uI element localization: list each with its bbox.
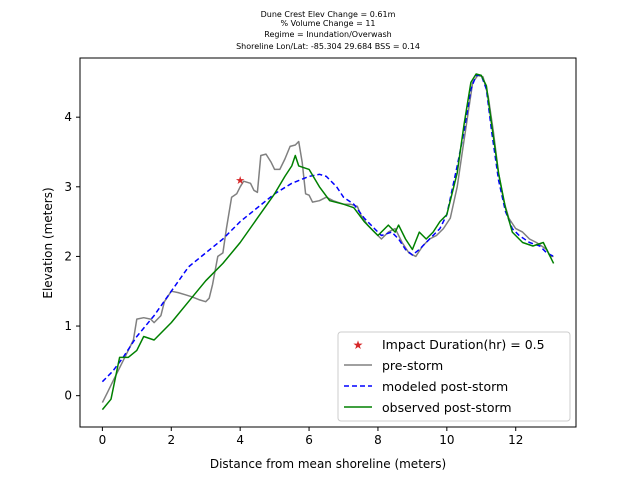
y-tick-label: 0 (64, 389, 72, 403)
legend-label-observed: observed post-storm (382, 400, 512, 415)
y-tick-label: 3 (64, 180, 72, 194)
title-line-1: Dune Crest Elev Change = 0.61m (261, 10, 396, 19)
x-axis-label: Distance from mean shoreline (meters) (210, 457, 446, 471)
x-tick-label: 0 (99, 433, 107, 447)
pre-storm-line (101, 74, 554, 403)
x-tick-label: 6 (305, 433, 313, 447)
legend-star-icon: ★ (353, 338, 364, 352)
x-tick-label: 4 (236, 433, 244, 447)
y-axis-label: Elevation (meters) (41, 187, 55, 298)
y-tick-label: 1 (64, 319, 72, 333)
impact-duration-star-marker: ★ (235, 174, 245, 187)
legend-label-modeled: modeled post-storm (382, 379, 508, 394)
x-tick-label: 8 (374, 433, 382, 447)
legend-box (337, 331, 571, 422)
legend-label-pre: pre-storm (382, 358, 443, 373)
chart-title: Dune Crest Elev Change = 0.61m % Volume … (236, 10, 420, 51)
observed-post-storm-line (101, 73, 555, 411)
legend-label-impact: Impact Duration(hr) = 0.5 (382, 337, 545, 352)
title-line-3: Regime = Inundation/Overwash (264, 30, 391, 39)
y-tick-label: 2 (64, 249, 72, 263)
legend: ★ Impact Duration(hr) = 0.5 pre-storm mo… (337, 331, 571, 422)
x-tick-label: 10 (439, 433, 454, 447)
plot-frame (79, 57, 577, 428)
title-line-4: Shoreline Lon/Lat: -85.304 29.684 BSS = … (236, 42, 420, 51)
series-layer: ★ (101, 73, 555, 411)
y-tick-label: 4 (64, 110, 72, 124)
x-tick-label: 12 (508, 433, 523, 447)
title-line-2: % Volume Change = 11 (280, 19, 375, 28)
x-tick-label: 2 (167, 433, 175, 447)
